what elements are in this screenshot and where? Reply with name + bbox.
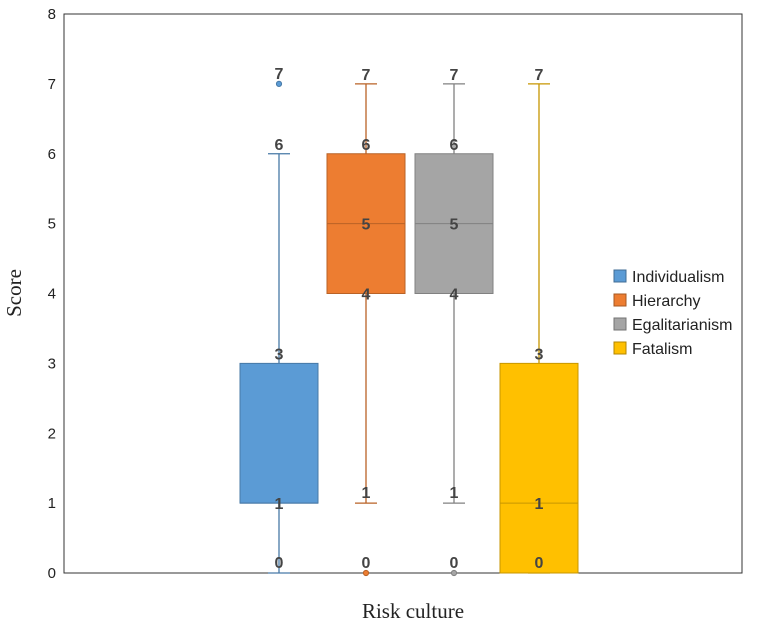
data-label-median-fatalism: 1 <box>535 496 544 513</box>
iqr-box-individualism <box>239 362 319 504</box>
box-individualism: 6 3 7 1 0 <box>239 66 319 574</box>
legend-label-hierarchy: Hierarchy <box>632 293 700 310</box>
y-tick-label: 4 <box>48 286 56 303</box>
box-series: 6 3 7 1 0 7 6 5 0 4 1 7 6 5 0 4 1 7 3 1 0 <box>239 66 579 577</box>
data-label-q3-individualism: 3 <box>275 346 284 363</box>
legend-swatch-fatalism <box>613 341 627 355</box>
data-label-q1-fatalism: 0 <box>535 555 544 572</box>
outlier-point-hierarchy <box>362 569 370 577</box>
data-label-min-individualism: 0 <box>275 555 284 572</box>
data-label-max-fatalism: 7 <box>535 67 544 84</box>
box-hierarchy: 7 6 5 0 4 1 <box>326 67 406 577</box>
outlier-point-egalitarianism <box>450 569 458 577</box>
y-tick-label: 7 <box>48 76 56 93</box>
y-tick-label: 3 <box>48 355 56 372</box>
y-tick-label: 1 <box>48 495 56 512</box>
legend-label-fatalism: Fatalism <box>632 341 692 358</box>
legend-swatch-hierarchy <box>613 293 627 307</box>
data-label-q1-hierarchy: 4 <box>362 287 371 304</box>
box-fatalism: 7 3 1 0 <box>499 67 579 574</box>
legend-swatch-egalitarianism <box>613 317 627 331</box>
y-axis-ticks: 0 1 2 3 4 5 6 7 8 <box>48 6 56 582</box>
data-label-max-individualism: 6 <box>275 137 284 154</box>
y-tick-label: 0 <box>48 565 56 582</box>
data-label-max-hierarchy: 7 <box>362 67 371 84</box>
y-tick-label: 8 <box>48 6 56 23</box>
data-label-q1-egalitarianism: 4 <box>450 287 459 304</box>
y-tick-label: 2 <box>48 425 56 442</box>
data-label-max-egalitarianism: 7 <box>450 67 459 84</box>
legend: Individualism Hierarchy Egalitarianism Fata… <box>613 269 732 358</box>
data-label-median-egalitarianism: 5 <box>450 217 459 234</box>
box-egalitarianism: 7 6 5 0 4 1 <box>414 67 494 577</box>
y-tick-label: 5 <box>48 216 56 233</box>
legend-label-egalitarianism: Egalitarianism <box>632 317 732 334</box>
data-label-outlier-individualism: 7 <box>275 66 284 83</box>
data-label-min-hierarchy: 1 <box>362 485 371 502</box>
legend-label-individualism: Individualism <box>632 269 724 286</box>
y-axis-title: Score <box>2 269 26 317</box>
data-label-q3-fatalism: 3 <box>535 346 544 363</box>
data-label-q1-individualism: 1 <box>275 496 284 513</box>
data-label-outlier-egalitarianism: 0 <box>450 555 459 572</box>
iqr-box-fatalism <box>499 362 579 574</box>
data-label-median-hierarchy: 5 <box>362 217 371 234</box>
x-axis-title: Risk culture <box>362 599 464 623</box>
data-label-outlier-hierarchy: 0 <box>362 555 371 572</box>
legend-swatch-individualism <box>613 269 627 283</box>
data-label-q3-egalitarianism: 6 <box>450 137 459 154</box>
outlier-point-individualism <box>275 80 283 87</box>
y-tick-label: 6 <box>48 146 56 163</box>
plot-area-frame <box>63 13 743 574</box>
data-label-min-egalitarianism: 1 <box>450 485 459 502</box>
data-label-q3-hierarchy: 6 <box>362 137 371 154</box>
